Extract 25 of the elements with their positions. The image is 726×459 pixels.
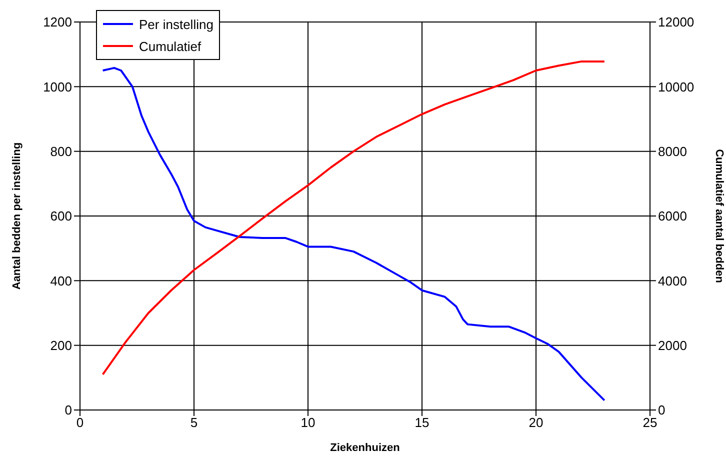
y-tick-label: 0 (64, 402, 72, 418)
y-tick-label: 1200 (43, 14, 72, 30)
y-tick-label: 200 (50, 338, 72, 353)
x-tick-label: 20 (528, 415, 544, 430)
y-tick-label: 800 (50, 144, 72, 159)
legend-label: Cumulatief (139, 38, 202, 54)
legend-label: Per instelling (139, 16, 214, 32)
x-tick-label: 25 (642, 415, 658, 430)
y2-tick-label: 4000 (658, 273, 687, 288)
y-axis-title: Aantal bedden per instelling (10, 142, 23, 290)
x-tick-label: 15 (414, 415, 430, 430)
y-tick-label: 600 (50, 208, 72, 224)
y-tick-label: 400 (50, 273, 72, 288)
x-tick-label: 0 (76, 415, 84, 430)
y2-tick-label: 12000 (658, 14, 694, 30)
y2-tick-label: 6000 (658, 208, 687, 224)
y2-axis-title: Cumulatief aantal bedden (713, 149, 726, 284)
y2-tick-label: 8000 (658, 144, 687, 159)
x-tick-label: 10 (300, 415, 316, 430)
y2-tick-label: 2000 (658, 338, 687, 353)
y-tick-label: 1000 (43, 79, 72, 94)
y2-tick-label: 0 (658, 402, 666, 418)
x-axis-title: Ziekenhuizen (330, 442, 400, 454)
y2-tick-label: 10000 (658, 79, 694, 94)
x-tick-label: 5 (190, 415, 198, 430)
